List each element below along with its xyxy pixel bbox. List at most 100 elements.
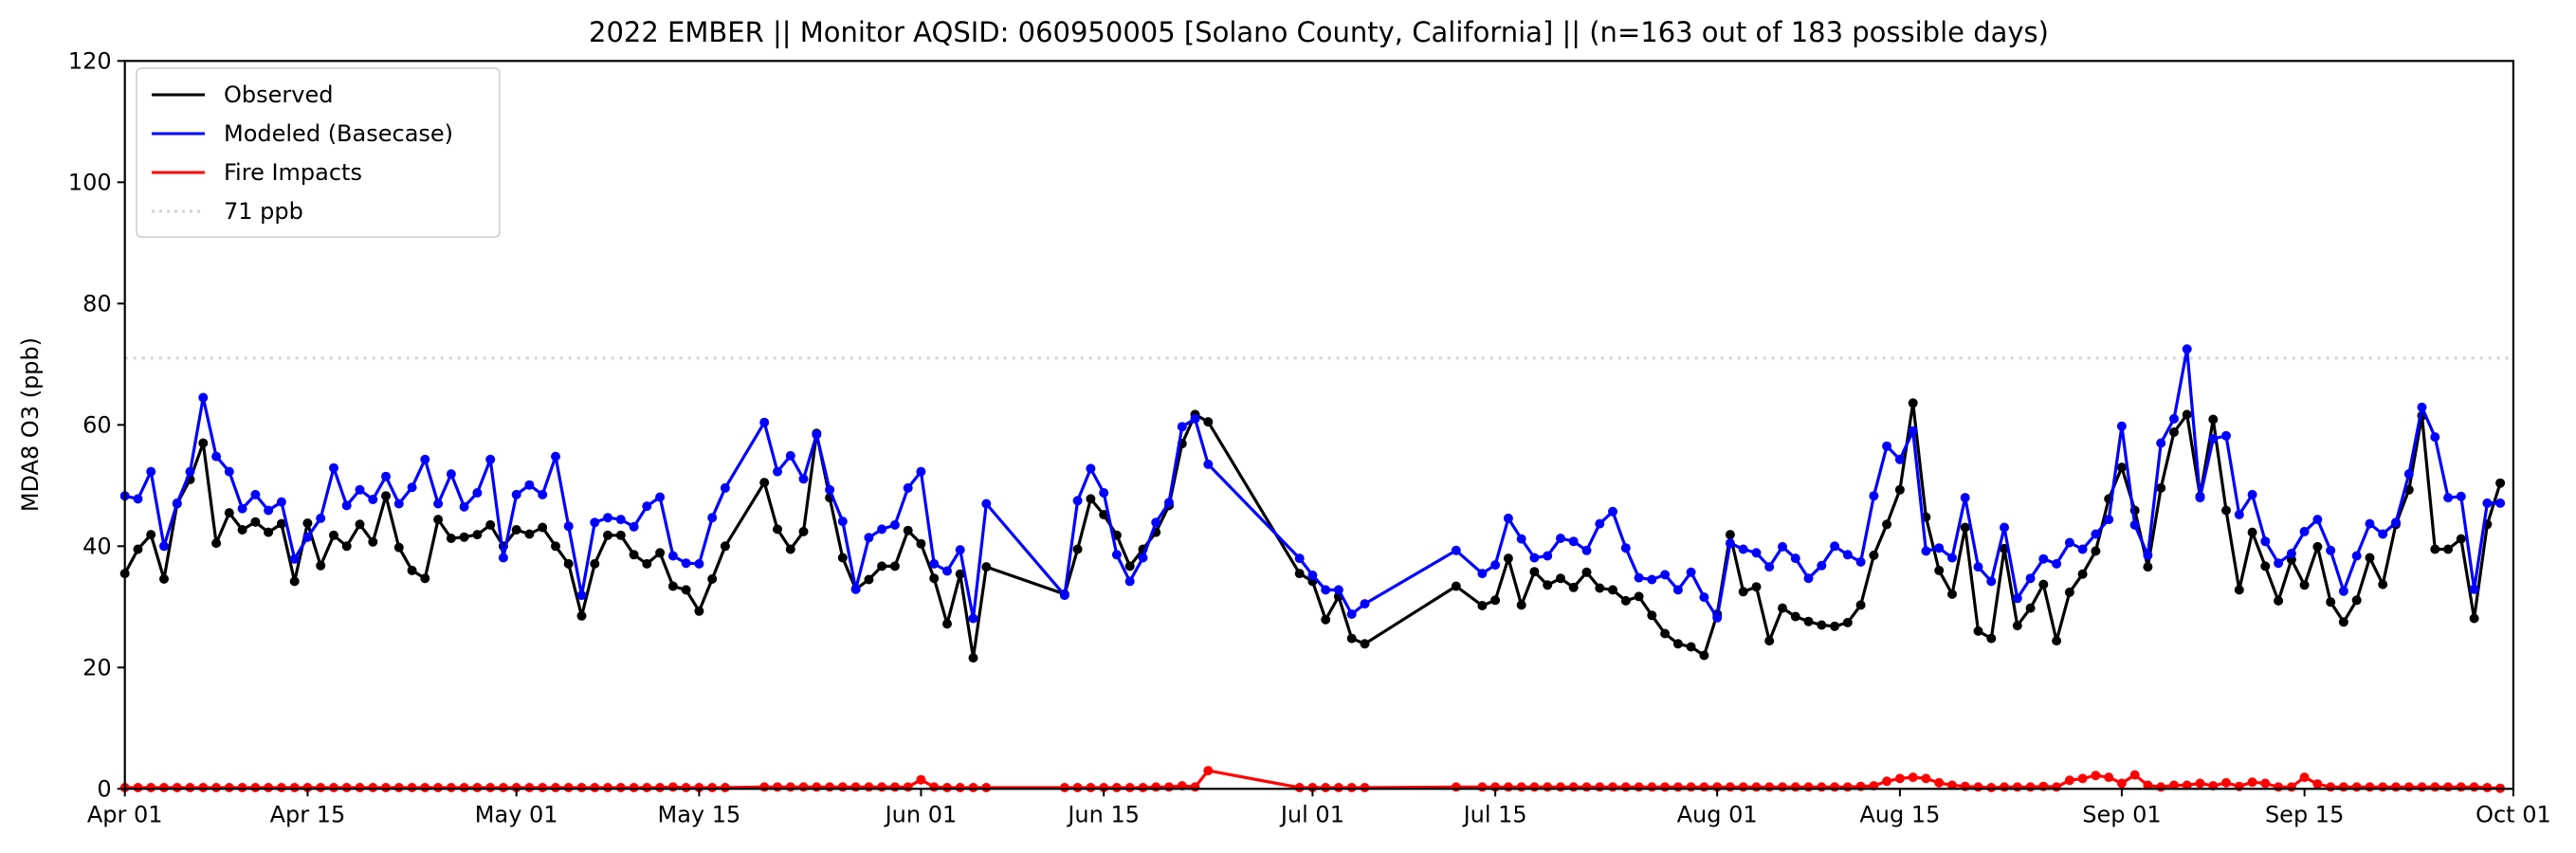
data-point <box>694 606 704 616</box>
data-point <box>524 529 535 539</box>
data-point <box>2052 782 2062 792</box>
data-point <box>198 392 209 403</box>
data-point <box>2077 569 2088 579</box>
data-point <box>1725 538 1735 549</box>
data-point <box>2456 782 2466 792</box>
data-point <box>903 525 913 535</box>
data-point <box>1203 766 1214 776</box>
data-point <box>185 466 195 477</box>
data-point <box>2208 414 2219 425</box>
data-point <box>1830 541 1840 552</box>
data-point <box>576 590 587 601</box>
data-point <box>1556 782 1565 792</box>
x-tick-label: Jul 15 <box>1462 801 1527 827</box>
data-point <box>1124 561 1135 572</box>
data-point <box>341 783 352 792</box>
data-point <box>1620 595 1631 606</box>
data-point <box>133 544 143 554</box>
data-point <box>368 495 378 504</box>
data-point <box>276 497 286 507</box>
data-point <box>1817 560 1827 571</box>
data-point <box>1751 582 1762 592</box>
data-point <box>446 534 456 543</box>
data-point <box>1751 782 1762 792</box>
data-point <box>250 783 261 792</box>
data-point <box>1894 773 1905 784</box>
data-point <box>1647 574 1657 585</box>
data-point <box>381 491 391 501</box>
data-point <box>1960 493 1970 503</box>
data-point <box>2495 478 2506 488</box>
data-point <box>1934 543 1945 554</box>
data-point <box>929 573 940 584</box>
data-point <box>2129 770 2140 780</box>
data-point <box>1138 783 1148 792</box>
data-point <box>2077 544 2088 554</box>
data-point <box>1086 783 1096 792</box>
data-point <box>1333 783 1343 792</box>
data-point <box>1790 782 1800 792</box>
data-point <box>1908 398 1918 408</box>
data-point <box>1568 582 1579 592</box>
data-point <box>603 530 612 540</box>
data-point <box>264 783 274 792</box>
data-point <box>1894 454 1905 464</box>
data-point <box>237 783 247 792</box>
data-point <box>1973 562 1983 572</box>
data-point <box>1908 426 1918 436</box>
data-point <box>1699 592 1709 603</box>
data-point <box>981 562 992 572</box>
data-point <box>720 482 730 493</box>
data-point <box>1333 585 1343 595</box>
data-point <box>1660 570 1671 580</box>
data-point <box>2169 427 2179 437</box>
data-point <box>2064 775 2074 786</box>
data-point <box>2482 783 2493 792</box>
data-point <box>2247 527 2257 537</box>
series-modeled-basecase <box>119 344 2506 624</box>
data-point <box>1986 576 1997 587</box>
data-point <box>2391 517 2401 528</box>
data-point <box>1568 536 1579 547</box>
data-point <box>1986 783 1997 792</box>
data-point <box>276 783 286 792</box>
data-point <box>1608 585 1617 595</box>
data-point <box>2156 782 2166 792</box>
data-point <box>1817 782 1827 792</box>
data-point <box>407 565 417 575</box>
data-point <box>1921 546 1931 556</box>
chart-title: 2022 EMBER || Monitor AQSID: 060950005 [… <box>589 16 2049 48</box>
data-point <box>1516 600 1526 610</box>
data-point <box>511 783 521 792</box>
data-point <box>1672 585 1683 595</box>
data-point <box>237 503 247 514</box>
data-point <box>1503 782 1513 792</box>
data-point <box>825 782 835 792</box>
data-point <box>2326 597 2336 608</box>
data-point <box>798 526 809 536</box>
data-point <box>2378 529 2388 539</box>
data-point <box>759 417 770 427</box>
data-point <box>615 530 626 540</box>
data-point <box>759 782 770 792</box>
data-point <box>1360 639 1370 649</box>
data-point <box>1960 522 1970 533</box>
data-point <box>850 782 861 792</box>
data-point <box>576 610 587 621</box>
data-point <box>1738 782 1748 792</box>
data-point <box>146 783 156 792</box>
data-point <box>1490 595 1501 606</box>
data-point <box>1321 585 1331 595</box>
data-point <box>720 783 730 792</box>
data-point <box>1307 571 1318 580</box>
data-point <box>172 783 182 792</box>
data-point <box>341 541 352 552</box>
data-point <box>472 530 483 540</box>
data-point <box>1973 626 1983 636</box>
data-point <box>2351 595 2362 606</box>
data-point <box>1947 589 1957 599</box>
data-point <box>1608 506 1617 517</box>
data-point <box>2469 584 2479 594</box>
data-point <box>237 525 247 535</box>
data-point <box>211 451 222 462</box>
